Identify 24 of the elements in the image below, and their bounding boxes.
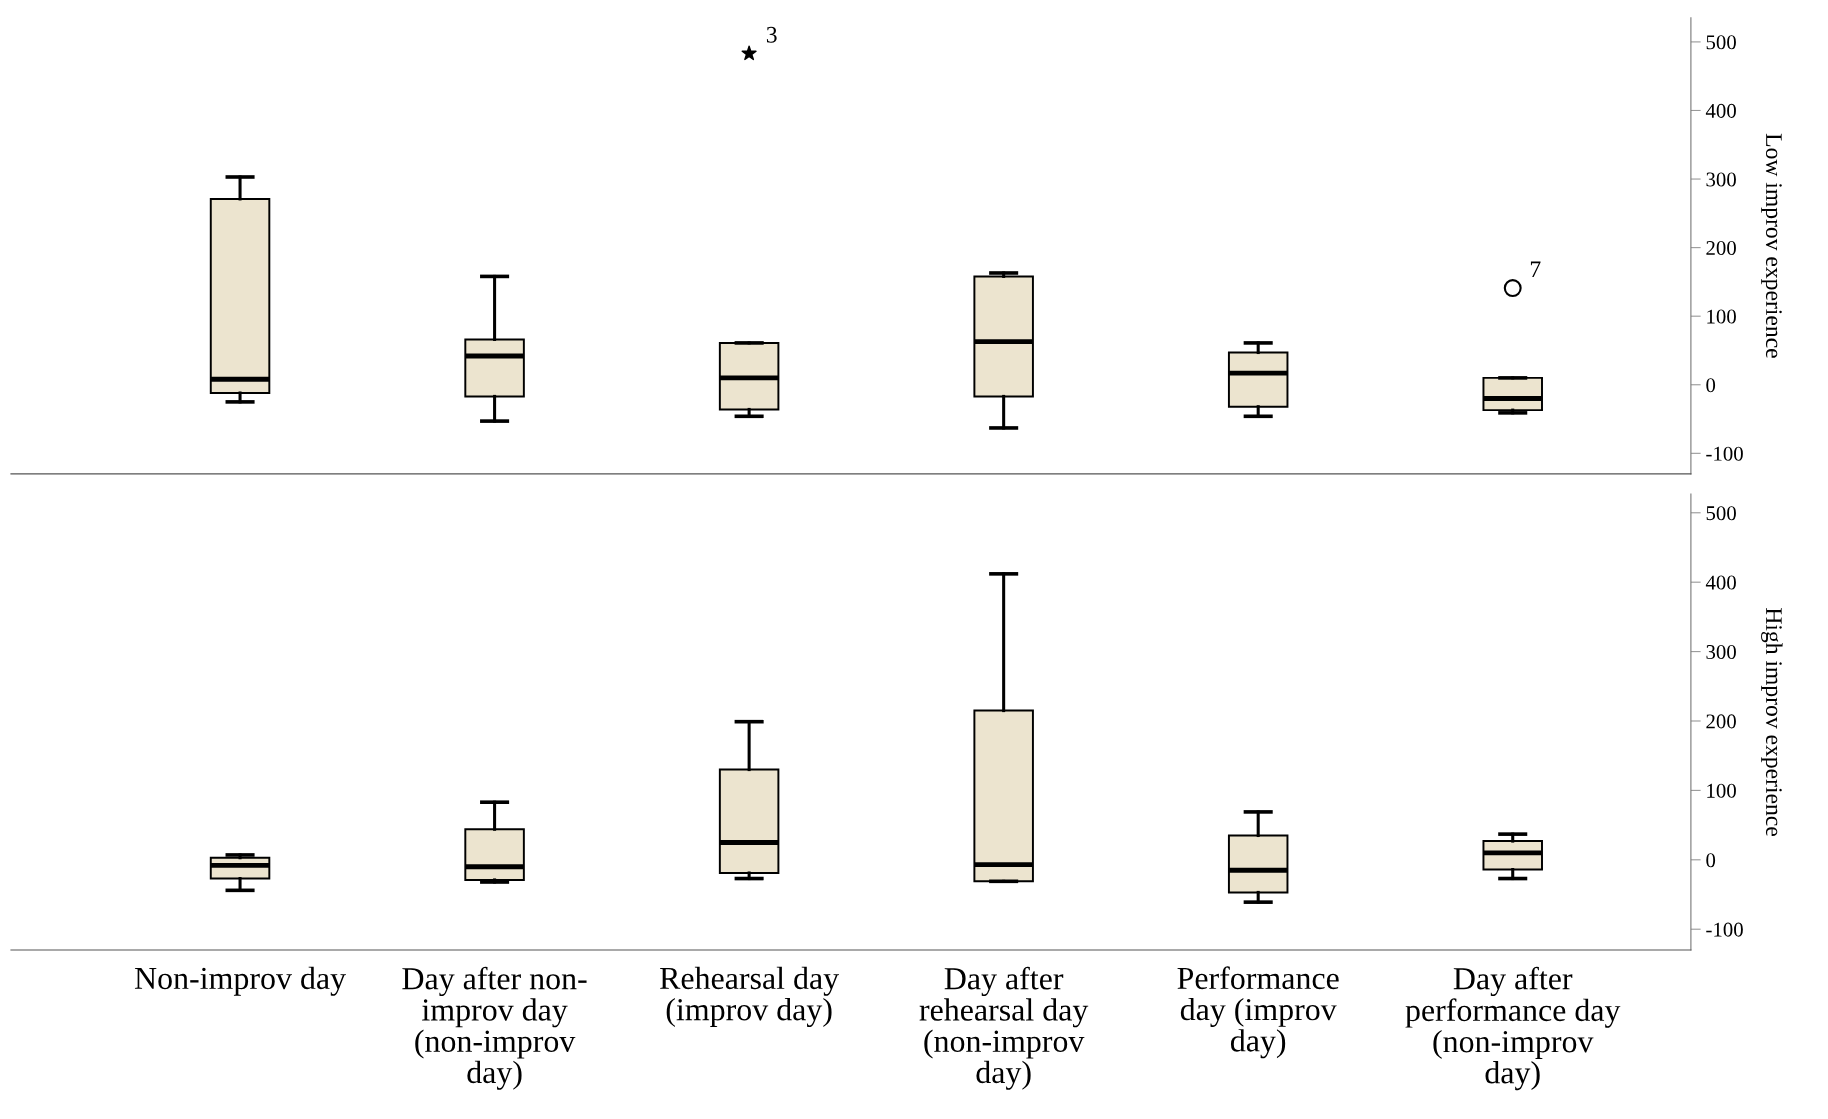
x-tick-label: Day after performance day (non-improv day) [1405,966,1621,1091]
y-axis-title: High improv experience [1761,607,1783,836]
annotation: 3 [766,26,777,43]
y-tick-label: 300 [1706,644,1736,660]
x-tick-label: Rehearsal day (improv day) [660,966,840,1028]
y-tick-label: 400 [1705,575,1736,590]
y-tick-label: 100 [1707,309,1736,324]
y-tick-label: 0 [1706,378,1716,393]
x-tick-label: Day after rehearsal day (non-improv day) [919,966,1089,1090]
y-tick-label: 500 [1706,506,1736,521]
y-axis-title: Low improv experience [1761,133,1782,358]
x-tick-label: Performance day (improv day) [1177,966,1339,1059]
y-tick-label: 100 [1707,783,1736,798]
y-tick-label: -100 [1706,922,1743,937]
y-tick-label: 200 [1706,240,1736,256]
y-tick-label: 0 [1706,853,1716,868]
y-tick-label: 400 [1705,103,1736,118]
annotation: 7 [1530,261,1541,277]
y-tick-label: -100 [1706,446,1743,461]
y-tick-label: 500 [1706,35,1736,50]
x-tick-label: Non-improv day [134,966,346,996]
y-tick-label: 200 [1706,714,1736,729]
y-tick-label: 300 [1706,172,1736,187]
x-tick-label: Day after non- improv day (non-improv day) [402,966,587,1090]
